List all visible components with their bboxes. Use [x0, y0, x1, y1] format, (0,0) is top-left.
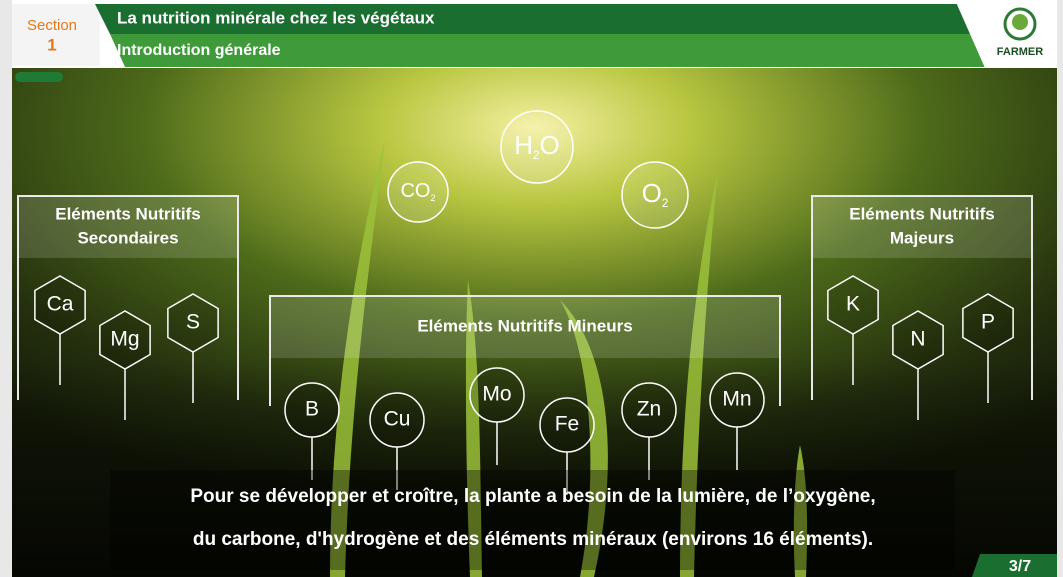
page: Section 1 La nutrition minérale chez les… — [0, 0, 1063, 577]
formula-part: O — [540, 130, 560, 160]
page-number: 3/7 — [1009, 558, 1031, 575]
element-label: Zn — [637, 398, 662, 421]
element-label: P — [981, 311, 995, 334]
section-label: Section — [27, 17, 77, 34]
molecule-circle — [501, 111, 573, 183]
element-label: Cu — [384, 408, 411, 431]
slide: Section 1 La nutrition minérale chez les… — [0, 0, 1063, 577]
element-label: Fe — [555, 413, 580, 436]
formula-part: H — [514, 130, 533, 160]
element-label: Mn — [722, 388, 751, 411]
panel-title: Secondaires — [77, 228, 178, 247]
molecule-label: CO2 — [400, 180, 435, 203]
logo-tree — [1012, 14, 1028, 30]
panel-title: Majeurs — [890, 228, 954, 247]
subtitle: Introduction générale — [117, 42, 281, 59]
element-label: Mg — [110, 328, 139, 351]
section-number: 1 — [47, 35, 56, 54]
element-label: K — [846, 293, 860, 316]
panel-title: Eléments Nutritifs — [849, 204, 994, 223]
caption-line: Pour se développer et croître, la plante… — [190, 486, 875, 507]
subscript: 2 — [662, 197, 669, 210]
element-label: Ca — [47, 293, 74, 316]
subscript: 2 — [430, 193, 435, 203]
element-label: Mo — [482, 383, 511, 406]
caption-band — [110, 470, 955, 570]
element-label: N — [910, 328, 925, 351]
logo-text: FARMER — [997, 46, 1044, 58]
element-label: B — [305, 398, 319, 421]
element-label: S — [186, 311, 200, 334]
caption-line: du carbone, d'hydrogène et des éléments … — [193, 529, 873, 550]
panel-title: Eléments Nutritifs Mineurs — [417, 316, 632, 335]
formula-part: CO — [400, 180, 430, 202]
section-accent — [15, 72, 63, 82]
title: La nutrition minérale chez les végétaux — [117, 8, 435, 27]
panel-title: Eléments Nutritifs — [55, 204, 200, 223]
formula-part: O — [642, 178, 662, 208]
